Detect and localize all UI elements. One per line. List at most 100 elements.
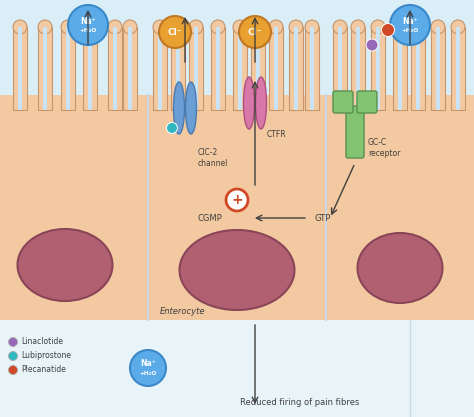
- Text: Cl⁻: Cl⁻: [168, 28, 182, 37]
- Circle shape: [166, 123, 177, 133]
- Bar: [216, 27, 220, 110]
- Circle shape: [159, 16, 191, 48]
- Bar: [148, 95, 326, 320]
- Text: Cl⁻: Cl⁻: [248, 28, 262, 37]
- Bar: [88, 27, 92, 110]
- Text: +H₂O: +H₂O: [79, 28, 97, 33]
- Bar: [305, 27, 319, 110]
- Bar: [338, 27, 342, 110]
- Bar: [393, 27, 407, 110]
- Circle shape: [382, 23, 394, 37]
- Circle shape: [9, 365, 18, 374]
- Text: Na⁺: Na⁺: [140, 359, 156, 369]
- Ellipse shape: [393, 20, 407, 34]
- Ellipse shape: [171, 20, 185, 34]
- Text: Lubiprostone: Lubiprostone: [21, 352, 71, 361]
- Bar: [436, 27, 440, 110]
- Text: CTFR: CTFR: [267, 130, 287, 139]
- Bar: [128, 27, 132, 110]
- Bar: [18, 27, 22, 110]
- Ellipse shape: [255, 77, 266, 129]
- Bar: [176, 27, 180, 110]
- Bar: [256, 27, 260, 110]
- Bar: [43, 27, 47, 110]
- Bar: [431, 27, 445, 110]
- Ellipse shape: [357, 233, 443, 303]
- Text: +H₂O: +H₂O: [139, 371, 156, 376]
- Bar: [108, 27, 122, 110]
- Text: +H₂O: +H₂O: [401, 28, 419, 33]
- Bar: [294, 27, 298, 110]
- Bar: [123, 27, 137, 110]
- Ellipse shape: [233, 20, 247, 34]
- Ellipse shape: [451, 20, 465, 34]
- Text: Enterocyte: Enterocyte: [160, 307, 206, 316]
- Bar: [238, 27, 242, 110]
- Bar: [66, 27, 70, 110]
- Circle shape: [366, 39, 378, 51]
- Bar: [274, 27, 278, 110]
- Ellipse shape: [289, 20, 303, 34]
- Ellipse shape: [189, 20, 203, 34]
- Bar: [38, 27, 52, 110]
- Text: GC-C
receptor: GC-C receptor: [368, 138, 401, 158]
- Ellipse shape: [244, 77, 255, 129]
- Bar: [0, 95, 148, 320]
- Ellipse shape: [180, 230, 294, 310]
- Ellipse shape: [83, 20, 97, 34]
- Circle shape: [130, 350, 166, 386]
- Bar: [189, 27, 203, 110]
- Ellipse shape: [61, 20, 75, 34]
- Ellipse shape: [305, 20, 319, 34]
- Ellipse shape: [185, 82, 197, 134]
- Bar: [416, 27, 420, 110]
- Text: GTP: GTP: [315, 214, 331, 223]
- Bar: [351, 27, 365, 110]
- FancyBboxPatch shape: [346, 106, 364, 158]
- Ellipse shape: [123, 20, 137, 34]
- Bar: [411, 27, 425, 110]
- Bar: [333, 27, 347, 110]
- Ellipse shape: [153, 20, 167, 34]
- Bar: [158, 27, 162, 110]
- Bar: [153, 27, 167, 110]
- Bar: [194, 27, 198, 110]
- Bar: [371, 27, 385, 110]
- Text: Na⁺: Na⁺: [402, 17, 418, 25]
- Bar: [398, 27, 402, 110]
- Ellipse shape: [269, 20, 283, 34]
- Ellipse shape: [351, 20, 365, 34]
- Bar: [451, 27, 465, 110]
- Ellipse shape: [431, 20, 445, 34]
- Ellipse shape: [173, 82, 184, 134]
- Circle shape: [226, 189, 248, 211]
- Bar: [456, 27, 460, 110]
- Text: CGMP: CGMP: [197, 214, 222, 223]
- Ellipse shape: [18, 229, 112, 301]
- Text: +: +: [231, 193, 243, 207]
- Circle shape: [9, 352, 18, 361]
- Bar: [269, 27, 283, 110]
- Ellipse shape: [38, 20, 52, 34]
- Text: Plecanatide: Plecanatide: [21, 365, 66, 374]
- Circle shape: [9, 337, 18, 347]
- FancyBboxPatch shape: [357, 91, 377, 113]
- Bar: [310, 27, 314, 110]
- Bar: [61, 27, 75, 110]
- Bar: [0, 320, 474, 417]
- Ellipse shape: [13, 20, 27, 34]
- Text: Na⁺: Na⁺: [80, 17, 96, 25]
- Bar: [326, 95, 474, 320]
- Text: Linaclotide: Linaclotide: [21, 337, 63, 347]
- Ellipse shape: [411, 20, 425, 34]
- Bar: [171, 27, 185, 110]
- Bar: [233, 27, 247, 110]
- Bar: [289, 27, 303, 110]
- Circle shape: [68, 5, 108, 45]
- Ellipse shape: [333, 20, 347, 34]
- Circle shape: [390, 5, 430, 45]
- Bar: [13, 27, 27, 110]
- Ellipse shape: [251, 20, 265, 34]
- FancyBboxPatch shape: [333, 91, 353, 113]
- Ellipse shape: [211, 20, 225, 34]
